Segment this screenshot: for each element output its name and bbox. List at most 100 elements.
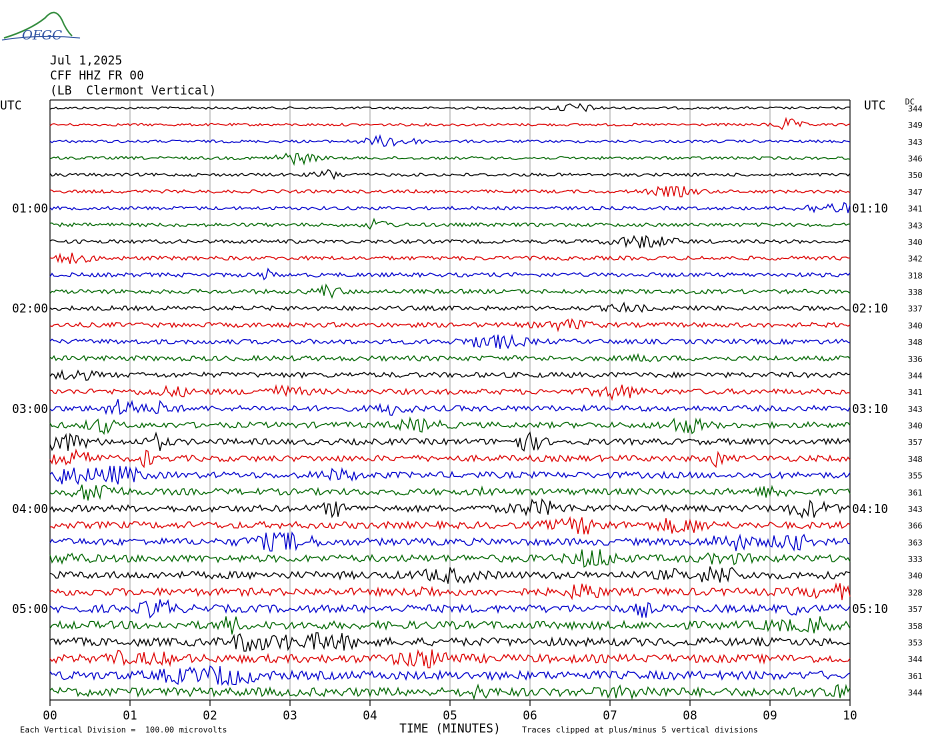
trace [49, 169, 851, 181]
trace [49, 369, 851, 381]
left-time-label: 03:00 [12, 402, 48, 416]
right-time-label: 01:10 [852, 202, 888, 216]
dc-offset: 361 [908, 488, 923, 497]
trace [49, 549, 851, 568]
dc-offset: 347 [908, 188, 923, 197]
dc-offset: 336 [908, 355, 923, 364]
trace [49, 498, 851, 519]
logo-curve [3, 11, 73, 39]
right-time-label: 04:10 [852, 502, 888, 516]
trace [49, 416, 851, 436]
dc-offset: 343 [908, 505, 923, 514]
dc-offset: 340 [908, 572, 923, 581]
x-tick-label: 04 [363, 709, 377, 723]
dc-offset: 349 [908, 121, 923, 130]
trace [49, 399, 851, 416]
trace [49, 201, 851, 214]
dc-offset: 343 [908, 405, 923, 414]
dc-offset: 344 [908, 689, 923, 698]
x-tick-label: 06 [523, 709, 537, 723]
trace [49, 484, 851, 501]
trace [49, 152, 851, 166]
dc-offset: 348 [908, 455, 923, 464]
dc-offset: 366 [908, 522, 923, 531]
trace [49, 102, 851, 113]
trace [49, 616, 851, 635]
right-time-label: 02:10 [852, 302, 888, 316]
trace [49, 683, 851, 701]
dc-offset: 342 [908, 255, 923, 264]
dc-offset: 343 [908, 221, 923, 230]
trace [49, 185, 851, 198]
dc-offset: 344 [908, 655, 923, 664]
left-time-label: 05:00 [12, 602, 48, 616]
trace [49, 317, 851, 333]
dc-offset: 343 [908, 138, 923, 147]
trace [49, 448, 851, 469]
dc-offset: 337 [908, 305, 923, 314]
right-time-label: 03:10 [852, 402, 888, 416]
dc-offset: 340 [908, 422, 923, 431]
trace [49, 665, 851, 687]
trace [49, 648, 851, 669]
trace [49, 116, 851, 131]
trace [49, 333, 851, 350]
left-time-label: 01:00 [12, 202, 48, 216]
logo: OFGC [1, 11, 81, 44]
x-tick-label: 07 [603, 709, 617, 723]
left-time-label: 04:00 [12, 502, 48, 516]
trace [49, 217, 851, 230]
trace [49, 252, 850, 265]
trace [49, 632, 851, 652]
footer-scale: Each Vertical Division = 100.00 microvol… [20, 726, 227, 735]
left-time-label: UTC [0, 99, 22, 113]
x-tick-label: 09 [763, 709, 777, 723]
logo-line [1, 35, 81, 41]
trace [49, 267, 851, 281]
trace [49, 582, 851, 601]
dc-offset: 348 [908, 338, 923, 347]
trace [49, 465, 851, 486]
trace [49, 431, 851, 452]
trace [49, 283, 851, 300]
x-tick-label: 02 [203, 709, 217, 723]
x-tick-label: 00 [43, 709, 57, 723]
dc-offset: 318 [908, 271, 923, 280]
trace [49, 383, 851, 402]
location: (LB Clermont Vertical) [50, 84, 216, 98]
dc-offset: 328 [908, 588, 923, 597]
trace [49, 531, 851, 552]
dc-offset: 344 [908, 105, 923, 114]
dc-offset: 344 [908, 371, 923, 380]
date: Jul 1,2025 [50, 54, 122, 68]
dc-offset: 355 [908, 472, 923, 481]
footer-clipping: Traces clipped at plus/minus 5 vertical … [522, 726, 758, 735]
trace [49, 352, 851, 363]
dc-offset: 353 [908, 638, 923, 647]
x-axis-label: TIME (MINUTES) [399, 722, 500, 736]
trace [49, 599, 851, 619]
dc-offset: 333 [908, 555, 923, 564]
trace [49, 234, 851, 249]
right-time-label: UTC [864, 99, 886, 113]
dc-offset: 340 [908, 238, 923, 247]
x-tick-label: 01 [123, 709, 137, 723]
dc-offset: 361 [908, 672, 923, 681]
dc-offset: 340 [908, 321, 923, 330]
trace [49, 566, 851, 585]
dc-offset: 341 [908, 205, 923, 214]
dc-offset: 341 [908, 388, 923, 397]
dc-label: DC [905, 98, 915, 107]
trace [49, 516, 851, 535]
x-tick-label: 10 [843, 709, 857, 723]
logo-text: OFGC [22, 29, 62, 44]
dc-offset: 346 [908, 155, 923, 164]
dc-offset: 357 [908, 605, 923, 614]
dc-offset: 350 [908, 171, 923, 180]
left-time-label: 02:00 [12, 302, 48, 316]
trace [49, 133, 851, 148]
right-time-label: 05:10 [852, 602, 888, 616]
trace [49, 301, 851, 314]
x-tick-label: 05 [443, 709, 457, 723]
